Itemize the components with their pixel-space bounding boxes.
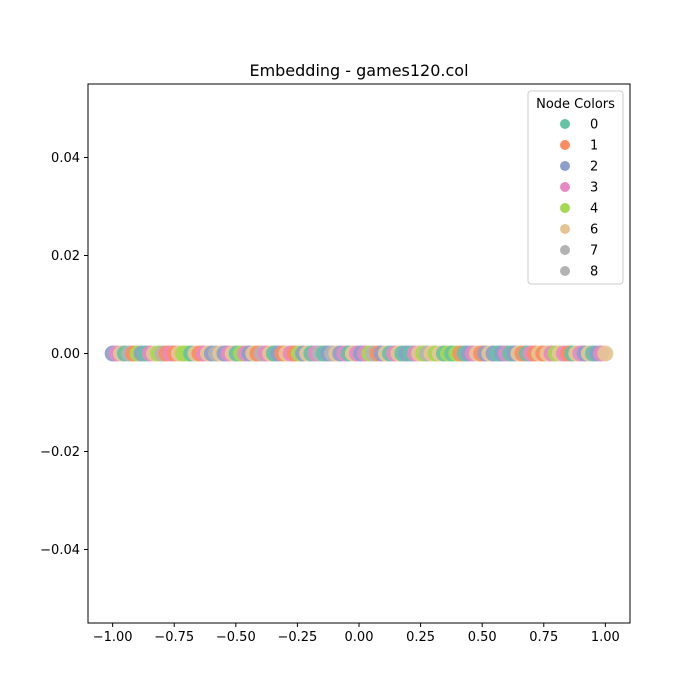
legend-entry-label: 8 (590, 265, 598, 280)
x-tick-label: 0.00 (345, 630, 374, 645)
x-tick-label: 1.00 (591, 630, 620, 645)
legend-entry-label: 4 (590, 202, 598, 217)
points-layer (104, 345, 614, 362)
chart-title: Embedding - games120.col (249, 61, 468, 80)
legend-marker (560, 203, 570, 213)
x-tick-label: −1.00 (93, 630, 133, 645)
legend-marker (560, 245, 570, 255)
y-tick-label: −0.02 (40, 445, 80, 460)
legend-entry-label: 2 (590, 160, 598, 175)
legend-entry-label: 1 (590, 139, 598, 154)
legend-entry-label: 7 (590, 244, 598, 259)
x-tick-label: 0.25 (406, 630, 435, 645)
legend-marker (560, 182, 570, 192)
legend-marker (560, 224, 570, 234)
y-axis: −0.04 −0.02 0.00 0.02 0.04 (40, 151, 88, 558)
legend-marker (560, 119, 570, 129)
legend-entry-label: 0 (590, 118, 598, 133)
x-tick-label: 0.50 (468, 630, 497, 645)
legend-marker (560, 140, 570, 150)
x-tick-label: −0.50 (216, 630, 256, 645)
x-tick-label: −0.25 (277, 630, 317, 645)
legend-entry-label: 3 (590, 181, 598, 196)
y-tick-label: 0.04 (51, 151, 80, 166)
legend-title: Node Colors (536, 97, 615, 112)
x-axis: −1.00 −0.75 −0.50 −0.25 0.00 0.25 0.50 0.75 1.00 (93, 623, 620, 645)
legend: Node Colors 0 1 2 3 4 6 7 8 (527, 90, 624, 285)
legend-entry-label: 6 (590, 223, 598, 238)
y-tick-label: 0.02 (51, 249, 80, 264)
x-tick-label: 0.75 (529, 630, 558, 645)
legend-marker (560, 266, 570, 276)
y-tick-label: 0.00 (51, 347, 80, 362)
legend-marker (560, 161, 570, 171)
legend-box (527, 90, 624, 285)
x-tick-label: −0.75 (154, 630, 194, 645)
data-point (597, 345, 614, 362)
y-tick-label: −0.04 (40, 543, 80, 558)
